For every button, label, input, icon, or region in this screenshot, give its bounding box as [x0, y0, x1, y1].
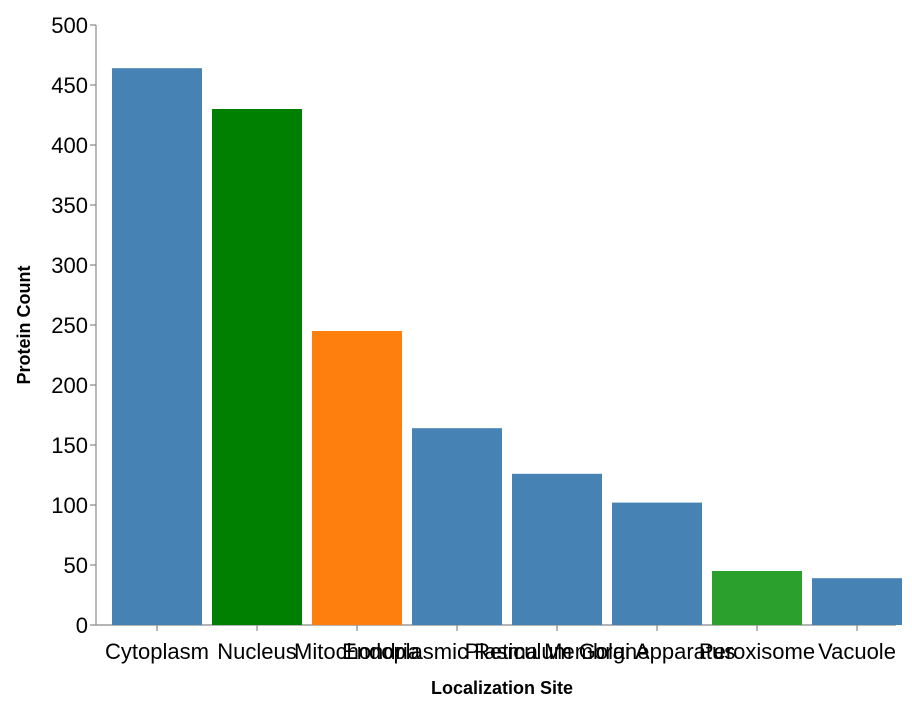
y-tick-label: 250: [51, 313, 88, 338]
x-axis-title: Localization Site: [431, 678, 573, 698]
x-tick-label: Nucleus: [217, 639, 296, 664]
y-tick-label: 350: [51, 193, 88, 218]
x-tick-label: Peroxisome: [699, 639, 815, 664]
y-axis-title: Protein Count: [14, 266, 34, 385]
x-tick-label: Golgi Apparatus: [579, 639, 736, 664]
x-tick-label: Vacuole: [818, 639, 896, 664]
x-tick-label: Endoplasmic Reticulum: [342, 639, 572, 664]
y-tick-label: 0: [76, 613, 88, 638]
bar-peroxisome: [712, 571, 802, 625]
bar-plasma-membrane: [512, 473, 602, 625]
y-tick-label: 100: [51, 493, 88, 518]
x-axis: Cytoplasm NucleusMitochondriaEndoplasmic …: [96, 624, 896, 664]
y-tick-label: 450: [51, 73, 88, 98]
y-tick-label: 400: [51, 133, 88, 158]
x-tick-label: Plasma Membrane: [465, 639, 650, 664]
x-tick-label: Cytoplasm: [105, 639, 209, 664]
bar-golgi-apparatus: [612, 502, 702, 625]
y-axis: 0 50 100 150 200 250 300 350 400 450 500: [51, 13, 97, 638]
x-tick-label: Mitochondria: [294, 639, 421, 664]
y-tick-label: 50: [64, 553, 88, 578]
bars: [112, 68, 902, 625]
y-tick-label: 300: [51, 253, 88, 278]
bar-nucleus: [212, 109, 302, 625]
y-tick-label: 150: [51, 433, 88, 458]
y-tick-label: 200: [51, 373, 88, 398]
bar-vacuole: [812, 578, 902, 625]
bar-endoplasmic-reticulum: [412, 428, 502, 625]
y-tick-label: 500: [51, 13, 88, 38]
bar-cytoplasm: [112, 68, 202, 625]
bar-mitochondria: [312, 331, 402, 625]
